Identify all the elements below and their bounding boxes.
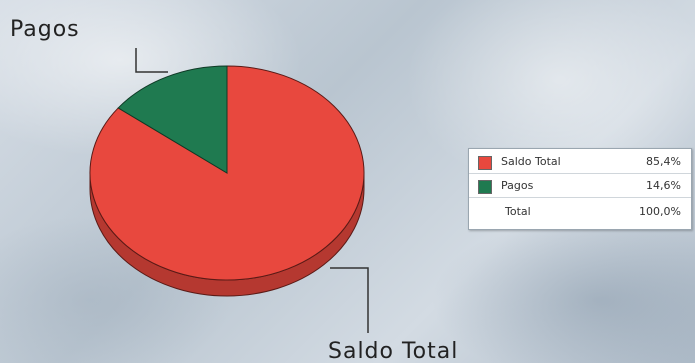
legend-label-saldo-total: Saldo Total: [501, 155, 561, 168]
legend-label-pagos: Pagos: [501, 179, 534, 192]
legend: Saldo Total 85,4% Pagos 14,6% Total 100,…: [468, 148, 692, 230]
legend-value-total: 100,0%: [639, 205, 681, 218]
legend-swatch-pagos: [478, 180, 492, 194]
legend-row-saldo-total: Saldo Total 85,4%: [469, 151, 691, 174]
legend-value-pagos: 14,6%: [646, 179, 681, 192]
slice-saldo-total: [89, 65, 365, 281]
leader-line-pagos: [135, 48, 168, 73]
slice-pagos: [117, 65, 228, 174]
leader-line-saldo-total: [330, 267, 369, 333]
legend-value-saldo-total: 85,4%: [646, 155, 681, 168]
legend-swatch-saldo-total: [478, 156, 492, 170]
slice-label-saldo-total: Saldo Total: [328, 339, 458, 363]
legend-label-total: Total: [505, 205, 531, 218]
slice-label-pagos: Pagos: [10, 17, 80, 42]
pie-group: [89, 65, 365, 297]
legend-row-pagos: Pagos 14,6%: [469, 175, 691, 198]
legend-row-total: Total 100,0%: [469, 201, 691, 223]
